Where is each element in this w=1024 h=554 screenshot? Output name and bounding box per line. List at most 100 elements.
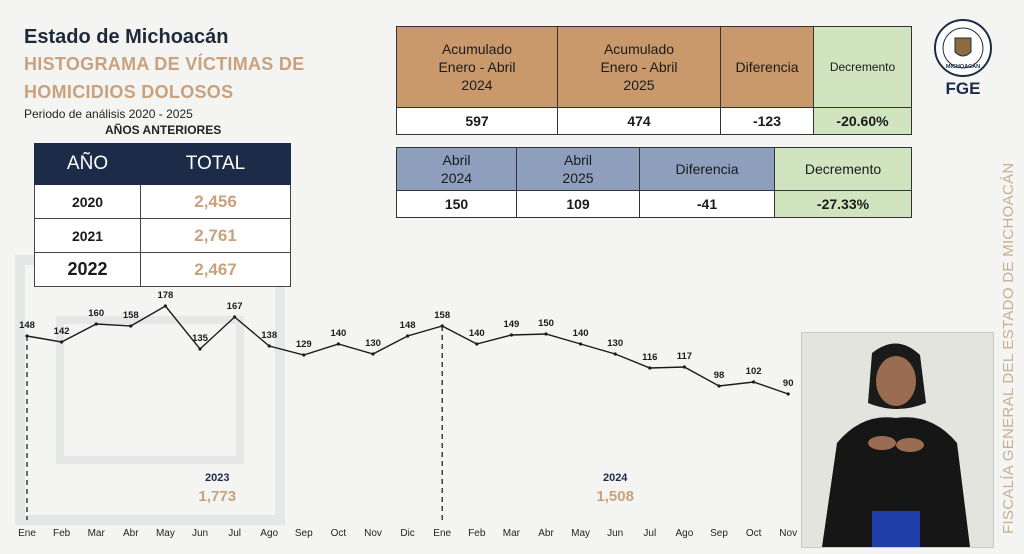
- data-label: 150: [538, 318, 554, 329]
- x-tick-label: Jun: [607, 528, 623, 539]
- header-difference: Diferencia: [720, 26, 814, 108]
- data-label: 135: [192, 333, 209, 344]
- year-cell: 2020: [33, 184, 142, 219]
- header-line: Enero - Abril: [438, 59, 516, 75]
- report-title-line-2: HOMICIDIOS DOLOSOS: [24, 82, 234, 102]
- title-block: Estado de Michoacán HISTOGRAMA DE VÍCTIM…: [24, 26, 305, 121]
- total-cell: 2,467: [140, 252, 291, 287]
- header-decrease: Decremento: [774, 147, 912, 191]
- shield-icon: [954, 37, 972, 57]
- value-difference: -41: [639, 190, 775, 218]
- cumulative-comparison-table: Acumulado Enero - Abril 2024 Acumulado E…: [396, 26, 912, 135]
- data-point: [786, 392, 790, 396]
- logo-text-michoacan: MICHOACÁN: [946, 63, 980, 70]
- total-cell: 2,761: [140, 218, 291, 253]
- table-header-row: Acumulado Enero - Abril 2024 Acumulado E…: [396, 26, 912, 108]
- data-point: [336, 342, 340, 346]
- header-difference: Diferencia: [639, 147, 775, 191]
- x-tick-label: Oct: [331, 528, 347, 539]
- data-label: 158: [123, 310, 139, 321]
- year-cell: 2022: [33, 252, 142, 287]
- header-april-2024: Abril 2024: [396, 147, 517, 191]
- data-point: [129, 324, 133, 328]
- total-cell: 2,456: [140, 184, 291, 219]
- table-row: 2021 2,761: [33, 218, 291, 253]
- column-header-total: TOTAL: [140, 143, 291, 185]
- header-cumulative-2024: Acumulado Enero - Abril 2024: [396, 26, 558, 108]
- table-row: 597 474 -123 -20.60%: [396, 107, 912, 135]
- data-point: [302, 353, 306, 357]
- table-header-row: Abril 2024 Abril 2025 Diferencia Decreme…: [396, 147, 912, 191]
- report-title-line-1: HISTOGRAMA DE VÍCTIMAS DE: [24, 54, 305, 74]
- data-point: [682, 365, 687, 369]
- header-line: Acumulado: [441, 41, 513, 57]
- previous-years-label: AÑOS ANTERIORES: [105, 123, 222, 137]
- data-label: 129: [296, 339, 312, 350]
- data-label: 158: [434, 310, 450, 321]
- data-point: [509, 333, 513, 337]
- data-point: [25, 334, 29, 338]
- data-label: 130: [607, 338, 623, 349]
- data-point: [544, 332, 548, 336]
- x-tick-label: Mar: [503, 528, 521, 539]
- data-label: 140: [573, 328, 589, 339]
- data-point: [648, 366, 652, 370]
- x-tick-label: Ene: [433, 528, 451, 539]
- value-april-2024: 150: [396, 190, 517, 218]
- logo-text-fge: FGE: [946, 79, 981, 98]
- data-label: 148: [400, 320, 416, 331]
- previous-years-table: AÑO TOTAL 2020 2,456 2021 2,761 2022 2,4…: [33, 143, 291, 287]
- x-tick-label: May: [571, 528, 590, 539]
- x-tick-label: Nov: [779, 528, 797, 539]
- data-point: [440, 324, 444, 328]
- header-line: 2025: [623, 77, 655, 93]
- x-tick-label: Ene: [18, 528, 36, 539]
- data-point: [233, 315, 237, 319]
- year-label: 2024: [603, 472, 628, 484]
- data-point: [267, 344, 271, 348]
- x-tick-label: Sep: [710, 528, 728, 539]
- value-decrease: -27.33%: [774, 190, 912, 218]
- header-line: 2024: [461, 77, 493, 93]
- analysis-period: Periodo de análisis 2020 - 2025: [24, 107, 193, 121]
- data-label: 102: [746, 366, 762, 377]
- table-row: 2022 2,467: [33, 252, 291, 287]
- table-header-row: AÑO TOTAL: [33, 143, 291, 185]
- x-tick-label: Mar: [88, 528, 106, 539]
- data-point: [163, 304, 167, 308]
- x-tick-label: Jul: [228, 528, 241, 539]
- x-tick-label: May: [156, 528, 175, 539]
- fge-logo: MICHOACÁN FGE: [934, 19, 992, 98]
- data-label: 149: [503, 319, 519, 330]
- x-tick-label: Jun: [192, 528, 208, 539]
- header-line: Acumulado: [603, 41, 675, 57]
- value-difference: -123: [720, 107, 814, 135]
- data-label: 117: [677, 351, 692, 362]
- header-line: 2025: [562, 170, 594, 186]
- year-cell: 2021: [33, 218, 142, 253]
- column-header-year: AÑO: [33, 143, 142, 185]
- value-cumulative-2025: 474: [557, 107, 721, 135]
- year-total-label: 1,773: [199, 488, 237, 505]
- x-tick-label: Dic: [400, 528, 414, 539]
- x-tick-label: Nov: [364, 528, 382, 539]
- x-tick-label: Abr: [123, 528, 139, 539]
- value-april-2025: 109: [516, 190, 640, 218]
- data-label: 142: [54, 326, 70, 337]
- data-point: [198, 347, 202, 351]
- value-cumulative-2024: 597: [396, 107, 558, 135]
- header-line: Abril: [563, 152, 592, 168]
- data-point: [60, 340, 64, 344]
- x-tick-label: Ago: [676, 528, 694, 539]
- data-label: 98: [714, 370, 725, 381]
- data-label: 167: [227, 301, 243, 312]
- data-point: [717, 384, 721, 388]
- header-decrease: Decremento: [813, 26, 912, 108]
- table-row: 2020 2,456: [33, 184, 291, 219]
- header-line: Abril: [442, 152, 471, 168]
- data-label: 140: [330, 328, 346, 339]
- x-tick-label: Abr: [538, 528, 554, 539]
- sign-language-interpreter-video: [801, 332, 994, 548]
- value-decrease: -20.60%: [813, 107, 912, 135]
